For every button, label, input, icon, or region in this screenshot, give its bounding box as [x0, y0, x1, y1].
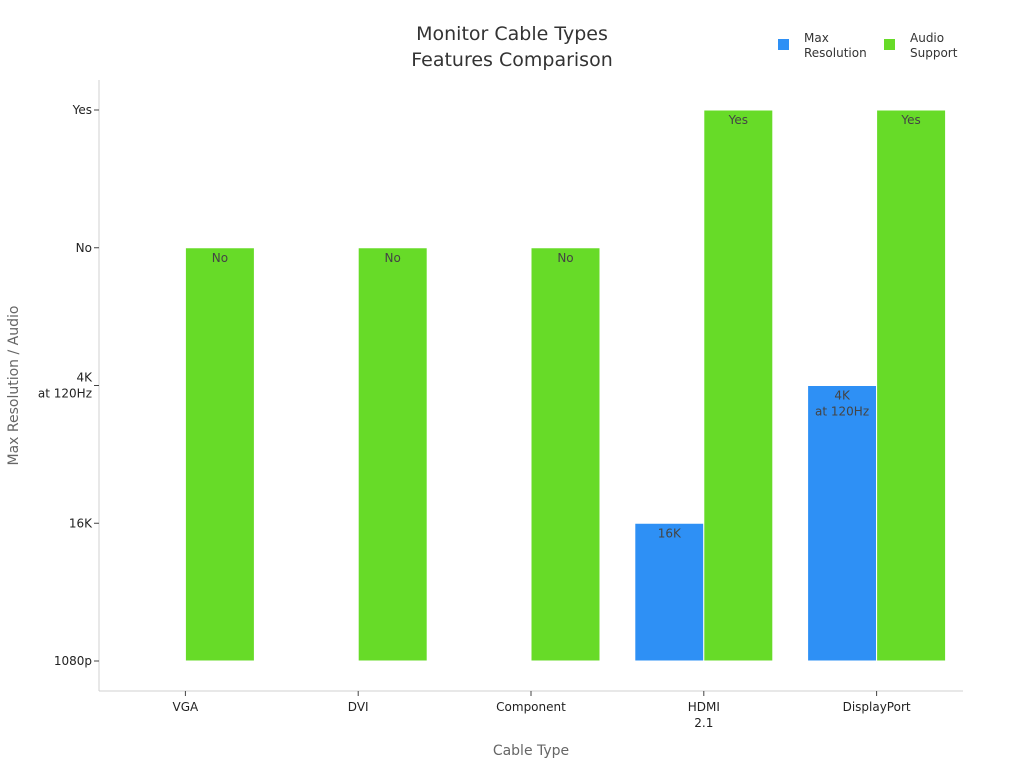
bar-audio-support — [184, 247, 255, 662]
legend-swatch — [884, 39, 895, 50]
data-label-line: 16K — [658, 526, 682, 540]
data-label: 16K — [658, 526, 682, 540]
bar-audio-support — [530, 247, 601, 662]
x-tick-label: VGA — [173, 700, 200, 714]
data-label-line: Yes — [900, 113, 920, 127]
y-tick-label-line: 4K — [76, 371, 93, 385]
y-tick-label: 16K — [69, 516, 93, 530]
bar-audio-support — [357, 247, 428, 662]
x-tick-label: DisplayPort — [843, 700, 911, 714]
x-tick-label: DVI — [348, 700, 369, 714]
legend-label: Max Resolution — [804, 31, 867, 60]
y-tick-label: 4K at 120Hz — [38, 371, 93, 401]
x-tick-label: Component — [496, 700, 566, 714]
legend-label-line: Audio — [910, 31, 944, 45]
data-label: No — [557, 251, 573, 265]
data-label-line: Yes — [728, 113, 748, 127]
x-tick-label-line: Component — [496, 700, 566, 714]
x-tick-label-line: 2.1 — [694, 716, 713, 730]
x-tick-label-line: HDMI — [688, 700, 720, 714]
chart-title-text-line: Monitor Cable Types — [416, 23, 608, 45]
legend-label-line: Resolution — [804, 46, 867, 60]
x-tick-label-line: VGA — [173, 700, 200, 714]
data-label-line: at 120Hz — [815, 405, 869, 419]
data-label-line: No — [557, 251, 573, 265]
chart-title-text-line: Features Comparison — [411, 49, 613, 71]
data-label: No — [212, 251, 228, 265]
y-tick-label: No — [76, 241, 92, 255]
y-axis-title: Max Resolution / Audio — [6, 306, 22, 466]
legend: Max Resolution Audio Support — [778, 31, 958, 60]
data-label-line: No — [212, 251, 228, 265]
bar-audio-support — [703, 109, 774, 662]
x-tick-labels: VGA DVI Component HDMI 2.1 DisplayPort — [173, 691, 911, 730]
bars — [184, 109, 947, 662]
legend-swatch — [778, 39, 789, 50]
y-tick-labels: 1080p 16K 4K at 120Hz No Yes — [38, 103, 99, 668]
y-tick-label: Yes — [72, 103, 92, 117]
y-tick-label-line: No — [76, 241, 92, 255]
chart-title: Monitor Cable Types Features Comparison — [411, 23, 613, 71]
y-tick-label-line: at 120Hz — [38, 387, 92, 401]
chart-title-text: Monitor Cable Types Features Comparison — [411, 23, 613, 71]
x-axis-title: Cable Type — [493, 743, 569, 759]
legend-label-line: Support — [910, 46, 958, 60]
bar-max-resolution — [634, 522, 705, 662]
data-label: No — [385, 251, 401, 265]
y-tick-label-line: Yes — [72, 103, 92, 117]
data-label-line: 4K — [834, 389, 851, 403]
bar-audio-support — [876, 109, 947, 662]
x-tick-label-line: DVI — [348, 700, 369, 714]
bar-labels: No No No 16K Yes 4K at 120Hz Yes — [212, 113, 921, 540]
y-tick-label: 1080p — [54, 654, 92, 668]
x-tick-label-line: DisplayPort — [843, 700, 911, 714]
data-label: Yes — [728, 113, 748, 127]
data-label: 4K at 120Hz — [815, 389, 869, 419]
legend-label-line: Max — [804, 31, 829, 45]
y-tick-label-line: 1080p — [54, 654, 92, 668]
data-label-line: No — [385, 251, 401, 265]
y-tick-label-line: 16K — [69, 516, 93, 530]
x-tick-label: HDMI 2.1 — [688, 700, 720, 730]
legend-label: Audio Support — [910, 31, 958, 60]
bar-max-resolution — [807, 385, 878, 662]
data-label: Yes — [900, 113, 920, 127]
